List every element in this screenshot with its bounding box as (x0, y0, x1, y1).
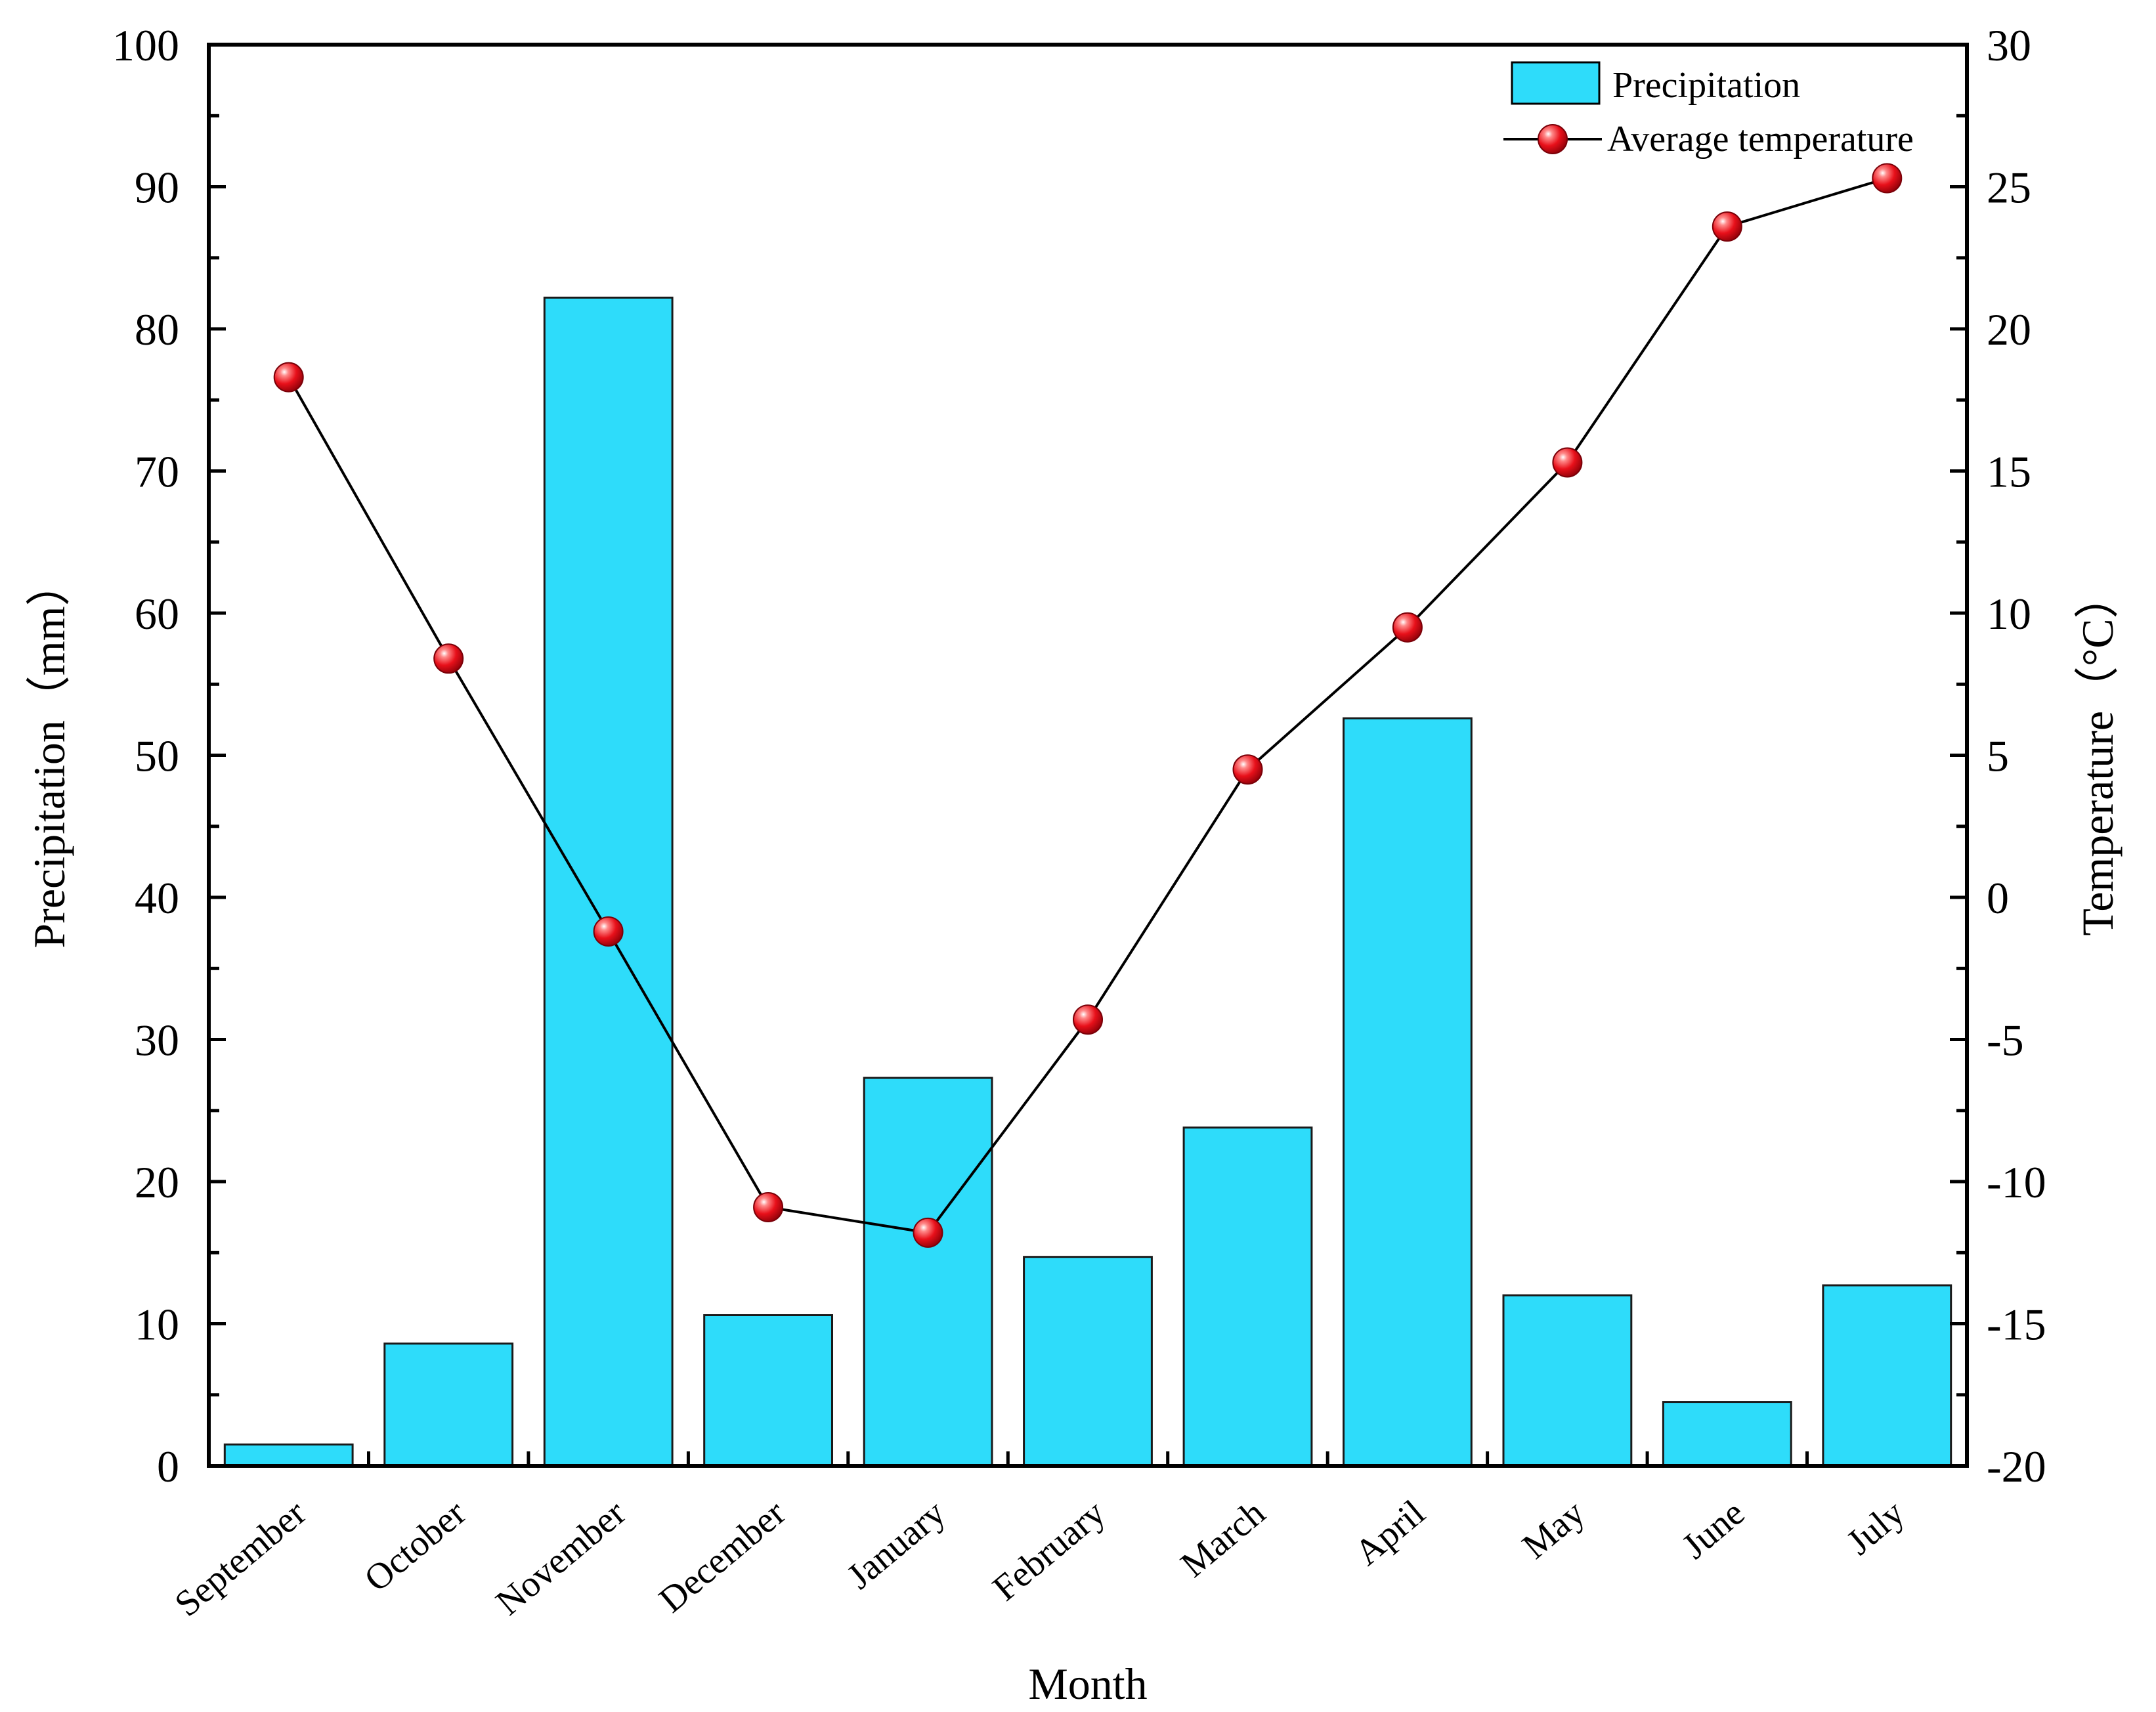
temperature-point-october (433, 643, 464, 674)
plot-frame (207, 43, 1969, 1468)
x-tick-label-november: November (488, 1492, 634, 1623)
left-tick-label: 10 (135, 1300, 179, 1350)
x-tick-label-may: May (1515, 1492, 1592, 1566)
bar-april (1343, 717, 1473, 1467)
right-tick-label: 20 (1987, 305, 2031, 354)
left-axis: 0 10 20 30 40 50 60 70 80 90 100 (112, 20, 226, 1491)
legend-temperature-label: Average temperature (1607, 119, 1914, 160)
right-tick-label: 10 (1987, 589, 2031, 639)
temperature-point-december (753, 1192, 784, 1222)
left-tick-label: 90 (135, 163, 179, 213)
legend-precipitation-label: Precipitation (1612, 65, 1800, 106)
bar-december (703, 1314, 833, 1467)
right-tick-label: 15 (1987, 447, 2031, 497)
temperature-point-november (593, 916, 624, 947)
x-tick-label-february: February (985, 1492, 1113, 1608)
legend: Precipitation Average temperature (1503, 61, 1914, 160)
temperature-line-group (273, 163, 1903, 1248)
temperature-line (287, 177, 1887, 1235)
left-tick-label: 70 (135, 447, 179, 497)
x-tick-label-october: October (357, 1492, 474, 1600)
y2-axis-title: Temperature（°C） (2073, 574, 2123, 935)
legend-temperature-marker (1538, 124, 1568, 154)
temperature-point-january (913, 1217, 943, 1248)
right-tick-label: -5 (1987, 1016, 2024, 1065)
left-tick-label: 100 (112, 20, 179, 70)
temperature-point-march (1232, 754, 1263, 785)
left-tick-label: 80 (135, 305, 179, 354)
x-tick-label-july: July (1839, 1492, 1912, 1563)
temperature-point-may (1552, 447, 1583, 478)
temperature-point-september (273, 362, 304, 393)
right-tick-label: -15 (1987, 1300, 2046, 1350)
x-tick-label-december: December (651, 1492, 793, 1621)
x-tick-label-june: June (1675, 1492, 1752, 1566)
right-axis: -20 -15 -10 -5 0 5 10 15 20 25 30 (1950, 20, 2046, 1491)
temperature-point-july (1872, 163, 1903, 194)
temperature-point-february (1073, 1004, 1103, 1035)
x-axis: September October November December January F… (167, 1451, 1969, 1625)
temperature-point-april (1392, 612, 1423, 643)
bar-march (1182, 1126, 1313, 1467)
legend-precipitation-swatch (1511, 61, 1601, 105)
bar-july (1822, 1284, 1952, 1467)
left-tick-label: 50 (135, 731, 179, 781)
bar-may (1502, 1294, 1633, 1467)
right-tick-label: -20 (1987, 1442, 2046, 1491)
left-tick-label: 30 (135, 1016, 179, 1065)
y-axis-title: Precipitation（mm） (24, 561, 74, 948)
x-axis-title: Month (1028, 1659, 1147, 1709)
right-tick-label: 5 (1987, 731, 2009, 781)
bar-january (863, 1077, 993, 1467)
right-tick-label: 0 (1987, 873, 2009, 923)
left-tick-label: 40 (135, 873, 179, 923)
left-tick-label: 0 (157, 1442, 179, 1491)
x-tick-label-march: March (1173, 1492, 1273, 1585)
bar-november (543, 296, 674, 1467)
precipitation-bars (223, 296, 1952, 1467)
bar-october (383, 1342, 514, 1467)
x-tick-label-april: April (1347, 1492, 1433, 1573)
right-tick-label: 25 (1987, 163, 2031, 213)
bar-june (1662, 1401, 1792, 1467)
right-tick-label: 30 (1987, 20, 2031, 70)
x-tick-label-september: September (167, 1492, 314, 1625)
left-tick-label: 20 (135, 1157, 179, 1207)
bar-september (223, 1444, 354, 1467)
bar-february (1023, 1256, 1153, 1467)
x-tick-label-january: January (840, 1492, 953, 1596)
right-tick-label: -10 (1987, 1157, 2046, 1207)
temperature-point-june (1712, 211, 1742, 242)
left-tick-label: 60 (135, 589, 179, 639)
